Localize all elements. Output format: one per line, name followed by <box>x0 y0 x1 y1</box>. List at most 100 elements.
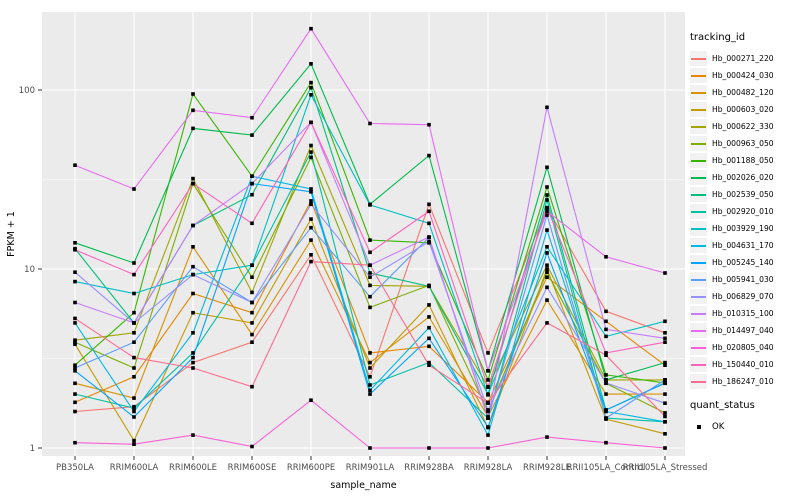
legend-label: Hb_000482_120 <box>712 88 774 97</box>
legend-item: Hb_000603_020 <box>690 101 798 118</box>
data-point <box>604 381 608 385</box>
data-point <box>427 303 431 307</box>
data-point <box>545 185 549 189</box>
data-point <box>250 181 254 186</box>
data-point <box>309 120 313 125</box>
data-point <box>309 80 313 85</box>
data-point <box>73 409 77 414</box>
data-point <box>73 342 77 346</box>
x-axis-tick-labels: PB350LA RRIM600LA RRIM600LE RRIM600SE RRIM60… <box>56 463 707 473</box>
data-point <box>486 425 490 429</box>
data-point <box>132 366 136 370</box>
legend-line-swatch <box>691 329 706 332</box>
legend-label: Hb_000622_330 <box>712 122 774 131</box>
data-point <box>663 392 667 396</box>
legend-item: Hb_150440_010 <box>690 356 798 373</box>
legend-item: Hb_005941_030 <box>690 271 798 288</box>
data-point <box>132 261 136 265</box>
legend-label: Hb_006829_070 <box>712 292 774 301</box>
legend-label: Hb_004631_170 <box>712 241 774 250</box>
legend-key-icon <box>690 119 707 134</box>
legend-line-swatch <box>691 261 706 264</box>
data-point <box>73 340 77 344</box>
data-point <box>73 366 77 370</box>
data-point <box>368 366 372 370</box>
legend-key-icon <box>690 289 707 304</box>
data-point <box>604 440 608 445</box>
data-point <box>309 238 313 242</box>
legend-line-swatch <box>691 278 706 281</box>
data-point <box>73 279 77 284</box>
x-tick-label: RRIM600LA <box>110 463 159 473</box>
legend-item: Hb_004631_170 <box>690 237 798 254</box>
x-tick-label: RRIM928LE <box>523 463 571 473</box>
data-point <box>132 375 136 379</box>
data-point <box>427 315 431 319</box>
x-axis-ticks <box>74 456 666 460</box>
data-point <box>368 446 372 450</box>
data-point <box>191 264 195 269</box>
quant-status-item: OK <box>690 418 798 435</box>
data-point <box>663 414 667 419</box>
data-point <box>73 241 77 245</box>
y-tick-label: 100 <box>19 86 35 96</box>
legend-key-icon <box>690 272 707 287</box>
data-point <box>545 298 549 302</box>
data-point <box>368 121 372 126</box>
y-tick-label: 1 <box>30 444 35 454</box>
data-point <box>604 319 608 324</box>
data-point <box>191 351 195 355</box>
data-point <box>73 381 77 386</box>
data-point <box>191 291 195 296</box>
data-point <box>545 228 549 232</box>
data-point <box>486 369 490 373</box>
data-point <box>73 270 77 274</box>
data-point <box>309 62 313 66</box>
data-point <box>309 202 313 207</box>
plot-panel <box>42 12 685 456</box>
legend-key-icon <box>690 85 707 100</box>
data-point <box>73 248 77 252</box>
data-point <box>545 198 549 202</box>
legend-items: Hb_000271_220 Hb_000424_030 Hb_000482_120 H… <box>690 50 798 390</box>
legend-label: Hb_014497_040 <box>712 326 774 335</box>
data-point <box>663 331 667 335</box>
data-point <box>427 239 431 244</box>
data-point <box>250 221 254 226</box>
legend-title-tracking-id: tracking_id <box>690 32 746 43</box>
data-point <box>309 217 313 221</box>
legend-line-swatch <box>691 193 706 196</box>
data-point <box>368 360 372 365</box>
data-point <box>250 321 254 325</box>
legend-quant-status: quant_status OK <box>690 400 798 435</box>
legend-label: Hb_003929_190 <box>712 224 774 233</box>
data-point <box>132 321 136 325</box>
data-point <box>663 432 667 436</box>
legend-line-swatch <box>691 142 706 145</box>
legend-line-swatch <box>691 176 706 179</box>
data-point <box>309 187 313 191</box>
data-point <box>250 444 254 449</box>
legend-label: Hb_005245_140 <box>712 258 774 267</box>
legend-key-icon <box>690 340 707 355</box>
legend-line-swatch <box>691 346 706 349</box>
x-tick-label: RRIM901LA <box>346 463 395 473</box>
legend-label: Hb_001188_050 <box>712 156 774 165</box>
legend-item: Hb_000482_120 <box>690 84 798 101</box>
legend-key-icon <box>690 306 707 321</box>
legend-key-icon <box>690 238 707 253</box>
data-point <box>250 263 254 267</box>
legend-label: Hb_020805_040 <box>712 343 774 352</box>
data-point <box>132 415 136 419</box>
legend-item: Hb_002920_010 <box>690 203 798 220</box>
legend-item: Hb_000963_050 <box>690 135 798 152</box>
data-point <box>545 209 549 214</box>
x-tick-label: RRIM600LE <box>169 463 217 473</box>
x-tick-label: RRIM928LA <box>464 463 513 473</box>
legend-key-icon <box>690 323 707 338</box>
data-point <box>309 93 313 97</box>
data-point <box>604 353 608 357</box>
legend-line-swatch <box>691 363 706 366</box>
data-point <box>486 393 490 397</box>
